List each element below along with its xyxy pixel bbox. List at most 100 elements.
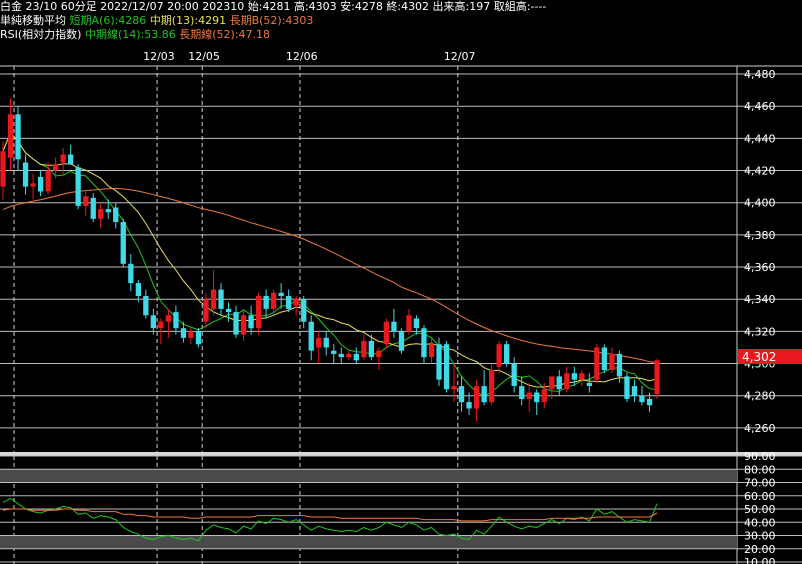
candle-body (571, 373, 577, 380)
candle-body (466, 402, 472, 409)
candle-body (496, 344, 502, 367)
price-tick-label: 4,460 (744, 100, 776, 113)
price-tick-label: 4,360 (744, 261, 776, 274)
price-tick-label: 4,440 (744, 132, 776, 145)
rsi-panel: 10.0020.0030.0040.0050.0060.0070.0080.00… (0, 450, 802, 564)
last-price-label-bg (738, 349, 802, 364)
candle-body (278, 292, 284, 296)
candle-body (233, 312, 239, 335)
candle-body (331, 350, 337, 354)
rsi-tick-label: 40.00 (744, 516, 776, 529)
candle-body (406, 315, 412, 332)
candle-body (556, 376, 562, 390)
last-price-label-text: 4,302 (742, 350, 776, 364)
candle-body (451, 386, 457, 390)
header-quote-line: 白金 23/10 60分足 2022/12/07 20:00 202310 始:… (0, 0, 546, 13)
candle-body (474, 386, 480, 409)
rsi-tick-label: 70.00 (744, 477, 776, 490)
candle-body (458, 386, 465, 403)
candle-body (150, 315, 156, 329)
candle-body (240, 315, 247, 335)
candle-body (601, 347, 607, 370)
candle-body (421, 328, 427, 358)
rsi-tick-label: 20.00 (744, 543, 776, 556)
candle-body (22, 162, 29, 187)
candle-body (293, 299, 299, 306)
candle-body (128, 263, 134, 284)
candle-body (248, 315, 254, 329)
price-axis: 4,2604,2804,3004,3204,3404,3604,3804,400… (744, 68, 776, 435)
candle-body (105, 209, 111, 213)
price-tick-label: 4,480 (744, 68, 776, 81)
panel-separator (0, 452, 802, 456)
ma-long-legend: 長期B(52):4303 (229, 14, 314, 27)
rsi-band (0, 469, 737, 483)
header-rsi-legend: RSI(相対力指数) 中期線(14):53.86 長期線(52):47.18 (0, 28, 270, 41)
last-price-label: 4,302 (738, 349, 802, 364)
price-grid (0, 65, 802, 564)
ma-long-line (2, 187, 658, 364)
candle-body (316, 337, 322, 348)
candle-body (210, 289, 217, 309)
date-axis: 12/03 12/05 12/06 12/07 (13, 50, 475, 564)
candle-body (30, 183, 36, 187)
candle-body (256, 296, 262, 329)
candle-body (225, 308, 232, 313)
candle-body (135, 283, 141, 296)
candle-body (609, 353, 615, 370)
candle-body (346, 353, 352, 358)
candle-body (383, 321, 389, 345)
candle-body (436, 344, 442, 380)
candle-body (624, 376, 630, 399)
date-tick-label: 12/06 (286, 50, 318, 63)
candlesticks (0, 98, 660, 422)
candle-body (489, 370, 495, 403)
candle-body (391, 321, 397, 332)
candle-body (353, 353, 359, 361)
candle-body (165, 315, 171, 322)
candle-body (75, 167, 81, 206)
candle-body (594, 347, 600, 380)
candle-body (158, 321, 164, 329)
price-tick-label: 4,320 (744, 325, 776, 338)
price-tick-label: 4,420 (744, 165, 776, 178)
candle-body (481, 386, 487, 403)
candle-body (120, 222, 126, 264)
rsi-mid-legend: 中期線(14):53.86 (84, 28, 176, 41)
candle-body (368, 341, 374, 358)
candle-body (586, 382, 592, 386)
candle-body (90, 197, 96, 219)
candle-body (143, 296, 149, 316)
candle-body (83, 196, 89, 206)
price-tick-label: 4,260 (744, 422, 776, 435)
candle-body (376, 350, 382, 358)
candle-body (398, 331, 405, 351)
candle-body (180, 328, 187, 338)
candle-body (564, 373, 570, 390)
candle-body (534, 392, 540, 403)
candle-body (308, 321, 314, 351)
candle-body (579, 373, 585, 380)
ma-title: 単純移動平均 (0, 14, 66, 27)
candle-body (654, 360, 660, 395)
candle-body (549, 376, 555, 390)
candle-body (646, 398, 653, 406)
candle-body (361, 341, 367, 358)
rsi-tick-label: 90.00 (744, 450, 776, 463)
candle-body (616, 353, 623, 377)
ma-mid-legend: 中期(13):4291 (149, 14, 227, 27)
rsi-tick-label: 10.00 (744, 556, 776, 564)
candle-body (286, 296, 292, 309)
candle-body (203, 299, 209, 322)
candle-body (188, 331, 194, 338)
candle-body (338, 353, 344, 358)
candle-body (68, 154, 74, 165)
price-tick-label: 4,280 (744, 390, 776, 403)
candle-body (0, 151, 6, 187)
candle-body (98, 209, 104, 219)
rsi-title: RSI(相対力指数) (0, 28, 82, 41)
rsi-band (0, 535, 737, 549)
candle-body (7, 114, 14, 158)
candle-body (443, 344, 450, 390)
